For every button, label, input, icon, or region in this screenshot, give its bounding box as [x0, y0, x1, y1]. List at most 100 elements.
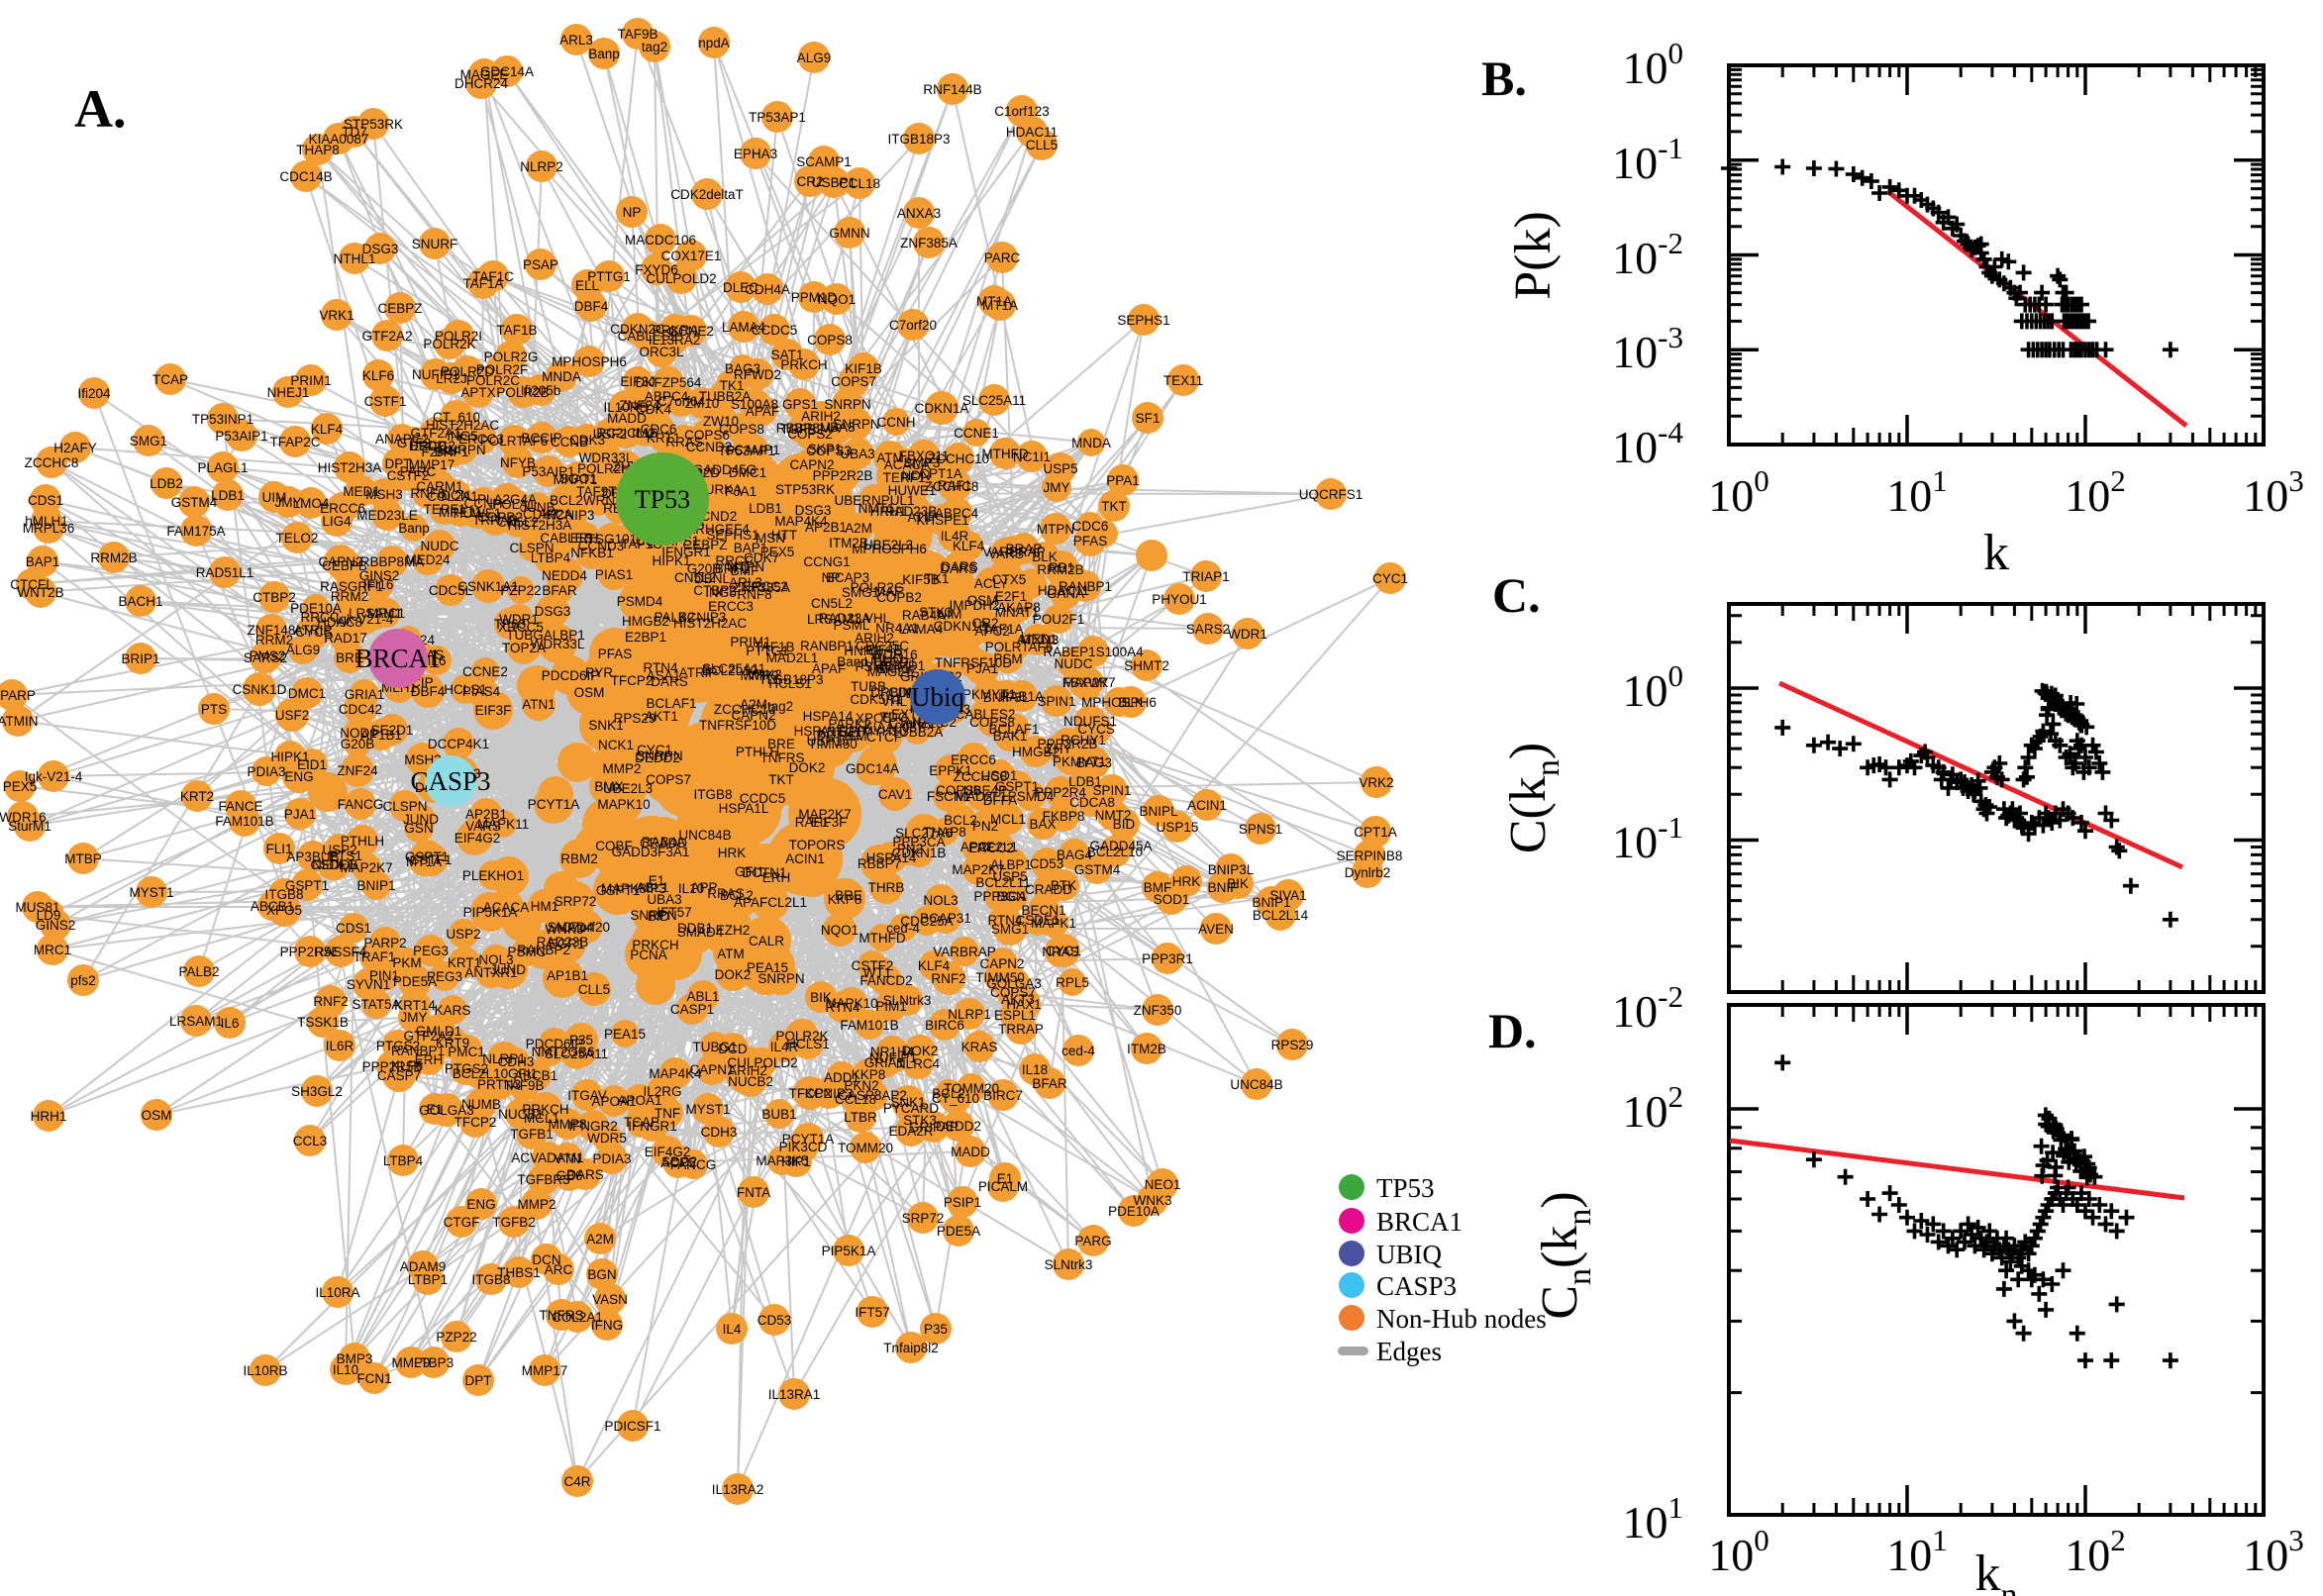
svg-text:DCD: DCD — [718, 1042, 747, 1056]
svg-text:GADD45G: GADD45G — [693, 462, 758, 477]
svg-text:TOP2A: TOP2A — [502, 641, 546, 655]
svg-text:CDH3: CDH3 — [498, 1054, 535, 1069]
svg-text:ENG: ENG — [466, 1197, 495, 1212]
svg-text:PIP5K1A: PIP5K1A — [463, 905, 518, 920]
svg-text:NEDD4: NEDD4 — [542, 568, 587, 583]
svg-text:DPT: DPT — [385, 456, 412, 471]
svg-text:KKP8: KKP8 — [828, 892, 862, 907]
svg-text:BNIPL: BNIPL — [1139, 804, 1178, 819]
svg-text:PLAGL1: PLAGL1 — [197, 460, 248, 475]
svg-text:DEDD2: DEDD2 — [936, 1119, 981, 1134]
svg-text:APAF: APAF — [812, 661, 846, 676]
svg-text:ced-4: ced-4 — [886, 921, 920, 936]
svg-text:BNIP3L: BNIP3L — [983, 690, 1030, 705]
svg-text:TKT: TKT — [768, 772, 794, 787]
svg-text:GTF2A2: GTF2A2 — [361, 329, 412, 344]
svg-text:ACIN1: ACIN1 — [1187, 798, 1227, 813]
svg-text:MMP17: MMP17 — [409, 457, 455, 472]
svg-text:COPS7: COPS7 — [831, 374, 876, 389]
svg-text:HCLS1: HCLS1 — [786, 1037, 830, 1051]
svg-text:CAPN2: CAPN2 — [731, 708, 775, 723]
svg-text:RRCC: RRCC — [301, 610, 340, 625]
svg-text:TERF1: TERF1 — [883, 470, 926, 485]
svg-text:NOD1: NOD1 — [340, 726, 377, 741]
svg-text:CCL18: CCL18 — [839, 176, 880, 191]
svg-text:DOK2: DOK2 — [715, 967, 752, 982]
svg-text:RTN4: RTN4 — [987, 913, 1023, 928]
svg-text:RNF8: RNF8 — [737, 587, 771, 602]
svg-text:ZCCHC8: ZCCHC8 — [25, 455, 79, 470]
svg-text:PZP22: PZP22 — [500, 583, 541, 598]
svg-text:pfs2: pfs2 — [70, 973, 96, 988]
svg-text:PICALM: PICALM — [978, 1179, 1028, 1194]
svg-text:Banp: Banp — [837, 654, 868, 669]
svg-text:LDB2: LDB2 — [150, 476, 183, 491]
svg-text:ALG9: ALG9 — [286, 643, 321, 657]
svg-text:MED24: MED24 — [405, 552, 451, 567]
svg-text:ANXA3: ANXA3 — [897, 206, 941, 221]
svg-text:PIM1: PIM1 — [875, 999, 907, 1014]
svg-text:GFI1: GFI1 — [508, 1066, 538, 1081]
svg-text:DCN: DCN — [441, 488, 469, 503]
svg-text:CD53: CD53 — [1030, 856, 1064, 871]
svg-text:PSAP: PSAP — [523, 257, 558, 272]
svg-text:FAM101B: FAM101B — [840, 1018, 898, 1033]
svg-text:RAD23B: RAD23B — [537, 935, 589, 949]
svg-text:SLC27A6: SLC27A6 — [895, 826, 953, 841]
svg-text:GSPT1: GSPT1 — [405, 849, 449, 864]
svg-text:GTF2A2: GTF2A2 — [403, 1029, 454, 1044]
svg-text:RAB4A: RAB4A — [902, 608, 946, 623]
svg-text:ced-4: ced-4 — [1061, 1044, 1095, 1058]
svg-text:BID: BID — [1113, 817, 1136, 832]
svg-text:DHCR24: DHCR24 — [454, 76, 509, 91]
svg-text:CDK7: CDK7 — [744, 550, 779, 565]
svg-text:MADD: MADD — [607, 411, 647, 426]
svg-text:PSMD4: PSMD4 — [1008, 789, 1055, 804]
svg-text:TRAF1: TRAF1 — [354, 949, 396, 964]
svg-text:BRF1: BRF1 — [715, 561, 750, 576]
svg-text:NQO1: NQO1 — [821, 923, 858, 938]
svg-text:HM1: HM1 — [531, 899, 559, 914]
svg-text:HMGB2: HMGB2 — [1012, 745, 1060, 759]
svg-text:LAMA4: LAMA4 — [722, 320, 766, 335]
svg-text:ITGB8: ITGB8 — [264, 887, 303, 902]
svg-text:CEBPZ: CEBPZ — [377, 301, 422, 316]
svg-text:PTGS2: PTGS2 — [376, 1039, 420, 1053]
svg-text:PCYT1A: PCYT1A — [528, 797, 580, 812]
svg-text:IFT57: IFT57 — [855, 1305, 889, 1320]
svg-text:IL6: IL6 — [428, 653, 447, 668]
svg-text:KCNIP3: KCNIP3 — [547, 508, 595, 523]
svg-text:TERF1: TERF1 — [424, 502, 466, 517]
svg-text:B.: B. — [1481, 50, 1527, 106]
svg-text:H2AFY: H2AFY — [53, 441, 97, 455]
svg-text:PTTG1: PTTG1 — [587, 269, 631, 284]
svg-text:OSM: OSM — [142, 1108, 172, 1123]
svg-text:BCL2L14: BCL2L14 — [1253, 908, 1309, 923]
svg-text:BRIP1: BRIP1 — [121, 651, 159, 666]
svg-text:RRCC: RRCC — [716, 553, 755, 568]
svg-text:BCL2L10: BCL2L10 — [453, 1066, 508, 1081]
svg-text:RPL5: RPL5 — [1056, 975, 1089, 990]
svg-text:GFI1: GFI1 — [735, 864, 764, 879]
svg-text:CLSPN: CLSPN — [382, 799, 427, 814]
svg-text:CDK3: CDK3 — [569, 433, 605, 448]
svg-text:PMC1: PMC1 — [448, 1045, 485, 1059]
svg-text:CULPOLD2: CULPOLD2 — [646, 271, 716, 286]
svg-text:NP: NP — [822, 570, 841, 585]
svg-text:IL6R: IL6R — [326, 1039, 354, 1053]
svg-text:PIP5K1A: PIP5K1A — [822, 1244, 876, 1258]
svg-text:HSPA1L: HSPA1L — [719, 801, 769, 816]
svg-text:USF2: USF2 — [275, 708, 310, 723]
svg-text:Non-Hub nodes: Non-Hub nodes — [1376, 1304, 1547, 1334]
svg-text:NMT2: NMT2 — [1095, 808, 1132, 823]
svg-text:PLEKHO1: PLEKHO1 — [462, 868, 524, 883]
svg-text:D.: D. — [1488, 1003, 1537, 1058]
svg-text:SLC25A11: SLC25A11 — [702, 661, 765, 676]
svg-text:PPA1: PPA1 — [1106, 473, 1140, 488]
svg-text:PPP2R4: PPP2R4 — [1035, 785, 1086, 800]
svg-text:PPP3CA: PPP3CA — [973, 889, 1026, 904]
svg-text:TFAP2C: TFAP2C — [269, 435, 320, 449]
svg-text:LTBP3: LTBP3 — [414, 1355, 454, 1370]
svg-text:RBBP8MA: RBBP8MA — [776, 421, 841, 436]
svg-text:PKMYT1: PKMYT1 — [1053, 754, 1106, 769]
